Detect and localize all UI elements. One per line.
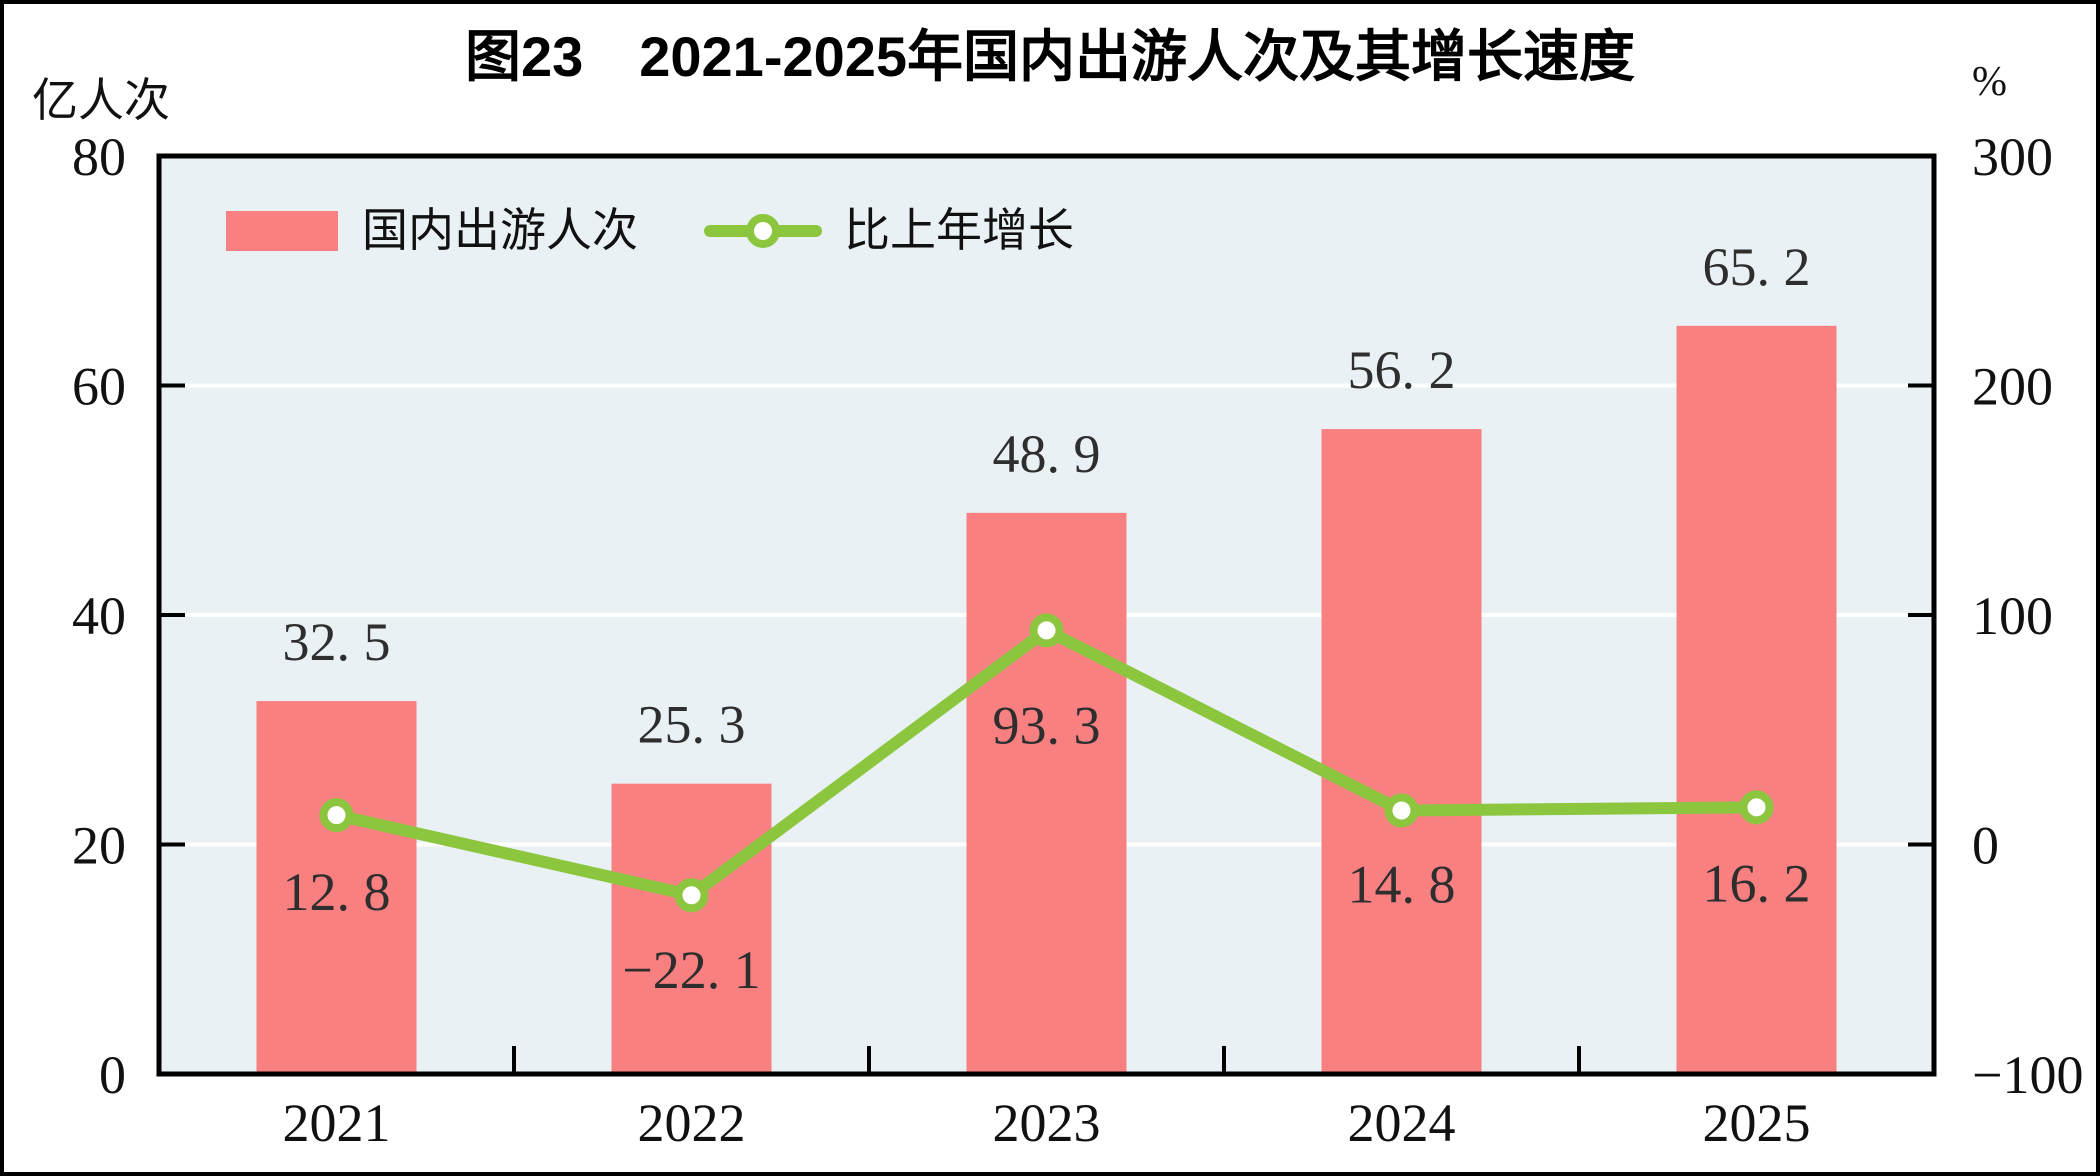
legend: 国内出游人次 比上年增长 xyxy=(226,208,1074,254)
legend-line-marker-icon xyxy=(746,214,780,248)
x-axis-tick-label: 2024 xyxy=(1348,1093,1456,1153)
bar xyxy=(1321,429,1482,1075)
line-marker xyxy=(319,798,354,833)
y-axis-left-tick-label: 20 xyxy=(72,816,126,876)
line-value-label: 16. 2 xyxy=(1703,853,1811,913)
line-value-label: 12. 8 xyxy=(283,862,391,922)
line-value-label: −22. 1 xyxy=(622,940,760,1000)
y-axis-left-tick-label: 80 xyxy=(72,127,126,187)
bar xyxy=(966,512,1127,1074)
legend-line-label: 比上年增长 xyxy=(844,205,1074,256)
legend-bar-label: 国内出游人次 xyxy=(362,205,638,256)
y-axis-left-tick-label: 60 xyxy=(72,357,126,417)
y-axis-right-tick-label: 300 xyxy=(1972,127,2053,187)
x-axis-tick-label: 2021 xyxy=(283,1093,391,1153)
x-axis-tick-label: 2025 xyxy=(1703,1093,1811,1153)
bar xyxy=(611,783,772,1074)
chart-title: 图23 2021-2025年国内出游人次及其增长速度 xyxy=(464,25,1636,88)
bar-value-label: 25. 3 xyxy=(638,695,746,755)
plot-border xyxy=(156,153,1937,1077)
line-marker xyxy=(674,878,709,913)
y-axis-left-tick-label: 40 xyxy=(72,586,126,646)
y-axis-left-tick-label: 0 xyxy=(99,1045,126,1105)
x-axis-tick-label: 2022 xyxy=(638,1093,746,1153)
bar-value-label: 48. 9 xyxy=(993,424,1101,484)
right-axis-unit-label: % xyxy=(1972,59,2007,105)
bar-value-label: 32. 5 xyxy=(283,612,391,672)
line-marker xyxy=(1739,790,1774,825)
bar xyxy=(256,701,417,1074)
line-value-label: 93. 3 xyxy=(993,695,1101,755)
line-marker xyxy=(1029,613,1064,648)
bar-value-label: 56. 2 xyxy=(1348,340,1456,400)
left-axis-unit-label: 亿人次 xyxy=(32,75,170,126)
legend-line-icon xyxy=(704,209,822,253)
chart-canvas: 32. 5 25. 3 48. 9 56. 2 65. 2 12. 8 −22. 1 93. … xyxy=(72,127,2083,1153)
y-axis-right-tick-label: 200 xyxy=(1972,357,2053,417)
y-axis-right-tick-label: −100 xyxy=(1972,1045,2083,1105)
legend-bar-swatch xyxy=(226,211,338,251)
y-axis-right-tick-label: 100 xyxy=(1972,586,2053,646)
x-axis-tick-label: 2023 xyxy=(993,1093,1101,1153)
y-axis-right-tick-label: 0 xyxy=(1972,816,1999,876)
line-marker xyxy=(1384,793,1419,828)
bar xyxy=(1676,325,1837,1075)
bar-value-label: 65. 2 xyxy=(1703,237,1811,297)
line-value-label: 14. 8 xyxy=(1348,855,1456,915)
